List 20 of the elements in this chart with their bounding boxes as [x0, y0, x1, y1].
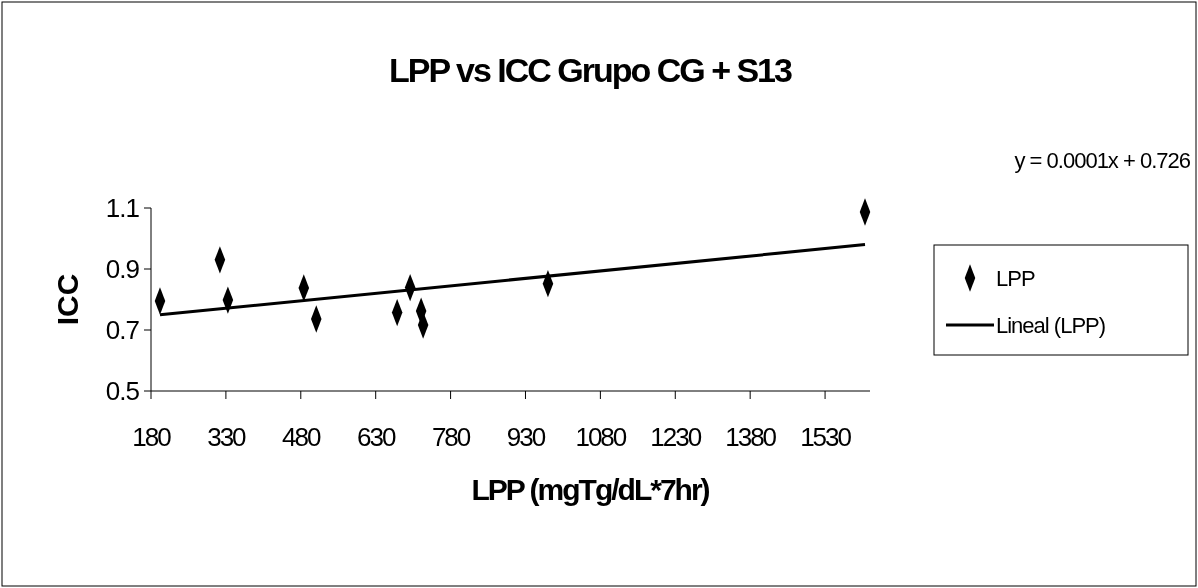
- y-tick-label: 0.9: [105, 254, 140, 284]
- y-axis-title: ICC: [51, 273, 84, 326]
- x-tick-label: 1230: [650, 422, 702, 452]
- x-tick-label: 1380: [725, 422, 777, 452]
- y-tick-label: 0.7: [105, 315, 140, 345]
- chart-title: LPP vs ICC Grupo CG + S13: [389, 51, 793, 89]
- x-tick-label: 630: [356, 422, 396, 452]
- y-tick-label: 1.1: [105, 193, 140, 223]
- legend-label: Lineal (LPP): [996, 313, 1106, 338]
- x-tick-label: 1080: [575, 422, 627, 452]
- x-tick-label: 1530: [800, 422, 852, 452]
- x-tick-label: 480: [282, 422, 322, 452]
- legend-label: LPP: [996, 266, 1035, 291]
- x-tick-label: 330: [207, 422, 247, 452]
- x-tick-label: 180: [132, 422, 172, 452]
- x-tick-label: 930: [506, 422, 546, 452]
- y-tick-label: 0.5: [105, 376, 140, 406]
- x-axis-title: LPP (mgTg/dL*7hr): [471, 473, 710, 506]
- x-tick-label: 780: [431, 422, 471, 452]
- text: y = 0.0001x + 0.726: [1014, 148, 1191, 173]
